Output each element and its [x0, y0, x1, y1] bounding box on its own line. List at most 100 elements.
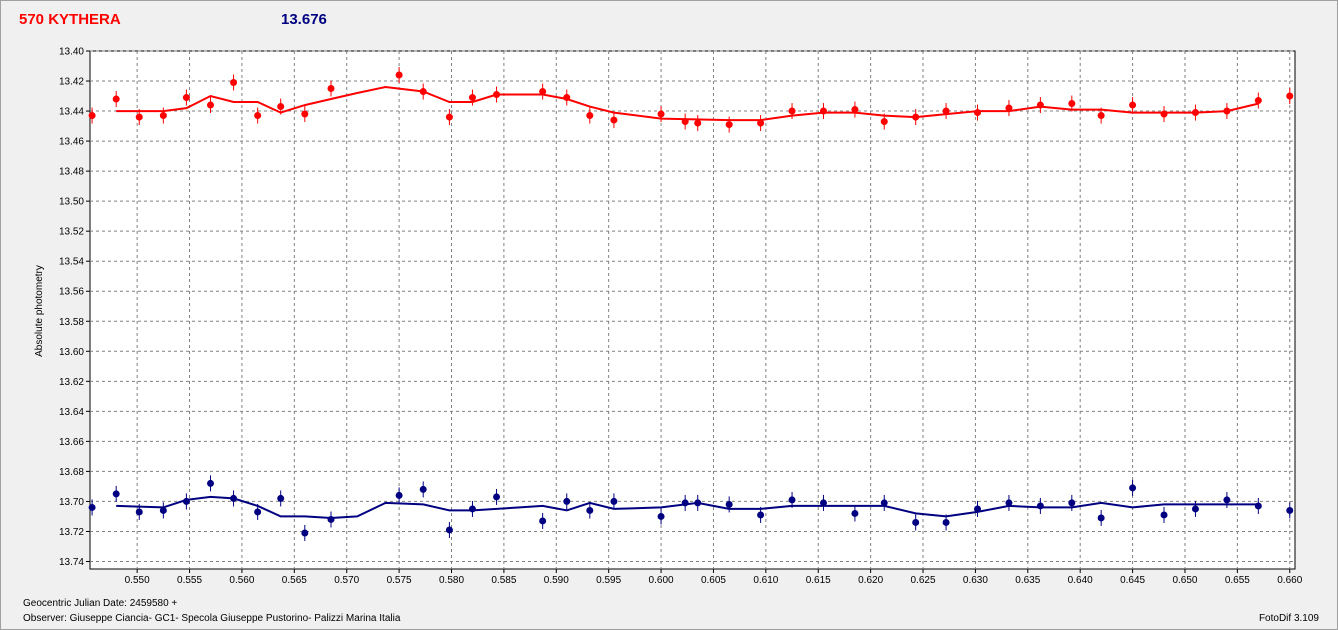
data-point: [207, 101, 214, 109]
data-point: [327, 515, 335, 523]
y-tick-label: 13.50: [59, 197, 84, 208]
data-point: [657, 512, 665, 520]
data-point: [135, 113, 143, 121]
data-point: [1160, 511, 1168, 519]
x-tick-label: 0.610: [753, 575, 778, 586]
data-point: [159, 506, 167, 514]
data-point: [563, 497, 571, 505]
data-point: [788, 496, 796, 504]
data-point: [681, 118, 689, 126]
x-tick-label: 0.560: [229, 575, 254, 586]
y-tick-label: 13.74: [59, 557, 84, 568]
data-point: [880, 118, 888, 126]
data-point: [586, 112, 594, 120]
plot-area: [89, 50, 1296, 570]
data-point: [1191, 505, 1199, 513]
data-point: [254, 112, 262, 120]
x-tick-label: 0.605: [701, 575, 726, 586]
data-point: [1129, 101, 1137, 109]
data-point: [277, 494, 285, 502]
data-point: [819, 107, 827, 115]
x-tick-label: 0.575: [387, 575, 412, 586]
data-point: [539, 517, 547, 525]
grid-lines: [90, 50, 1295, 569]
y-tick-label: 13.70: [59, 497, 84, 508]
data-point: [395, 491, 403, 499]
fit-curve-top: [116, 85, 1259, 122]
data-point: [851, 106, 859, 114]
y-tick-label: 13.62: [59, 377, 84, 388]
data-point: [493, 493, 501, 501]
x-tick-label: 0.615: [806, 575, 831, 586]
y-tick-label: 13.46: [59, 137, 84, 148]
data-point: [788, 107, 796, 115]
data-point: [1036, 502, 1044, 510]
y-tick-label: 13.52: [59, 227, 84, 238]
data-point: [694, 499, 702, 507]
data-point: [725, 500, 733, 508]
fit-curve-bottom: [116, 495, 1259, 520]
data-point: [419, 485, 427, 493]
data-point: [207, 479, 214, 487]
series-bottom: [88, 475, 1294, 541]
y-tick-label: 13.54: [59, 257, 84, 268]
x-tick-label: 0.570: [334, 575, 359, 586]
data-point: [230, 79, 238, 87]
data-point: [974, 109, 982, 117]
data-point: [1097, 112, 1105, 120]
y-tick-label: 13.64: [59, 407, 84, 418]
data-point: [254, 508, 262, 516]
observer-label: Observer: Giuseppe Ciancia- GC1- Specola…: [23, 613, 401, 624]
data-point: [327, 85, 335, 93]
data-point: [468, 505, 476, 513]
x-tick-label: 0.650: [1172, 575, 1197, 586]
data-point: [445, 113, 453, 121]
data-point: [468, 94, 476, 102]
data-point: [1005, 104, 1013, 112]
y-tick-label: 13.42: [59, 77, 84, 88]
data-point: [586, 506, 594, 514]
data-point: [1286, 506, 1294, 514]
data-point: [445, 526, 453, 534]
x-tick-label: 0.645: [1120, 575, 1145, 586]
series-top: [88, 67, 1294, 133]
y-tick-label: 13.66: [59, 437, 84, 448]
software-label: FotoDif 3.109: [1258, 613, 1319, 624]
x-tick-label: 0.640: [1068, 575, 1093, 586]
x-tick-label: 0.625: [911, 575, 936, 586]
data-point: [1068, 499, 1076, 507]
y-axis-label: Absolute photometry: [34, 265, 45, 357]
data-point: [942, 107, 950, 115]
data-point: [681, 499, 689, 507]
data-point: [1254, 97, 1262, 105]
y-tick-label: 13.60: [59, 347, 84, 358]
x-tick-label: 0.555: [177, 575, 202, 586]
data-point: [395, 71, 403, 79]
data-point: [1254, 502, 1262, 510]
x-tick-label: 0.630: [963, 575, 988, 586]
data-point: [539, 88, 547, 96]
data-point: [880, 499, 888, 507]
julian-date-label: Geocentric Julian Date: 2459580 +: [23, 598, 178, 609]
x-tick-label: 0.580: [439, 575, 464, 586]
data-point: [1286, 92, 1294, 100]
y-tick-label: 13.72: [59, 527, 84, 538]
data-point: [88, 112, 96, 120]
data-point: [757, 119, 765, 127]
data-point: [182, 94, 190, 102]
data-point: [112, 490, 120, 498]
data-point: [819, 499, 827, 507]
data-point: [277, 103, 285, 111]
data-point: [1129, 484, 1137, 492]
data-point: [230, 494, 238, 502]
x-tick-label: 0.595: [596, 575, 621, 586]
data-point: [182, 497, 190, 505]
data-point: [942, 518, 950, 526]
data-point: [1160, 110, 1168, 118]
data-point: [610, 497, 618, 505]
x-tick-label: 0.550: [125, 575, 150, 586]
x-tick-label: 0.585: [491, 575, 516, 586]
x-tick-label: 0.635: [1015, 575, 1040, 586]
data-point: [694, 119, 702, 127]
data-point: [301, 529, 309, 537]
